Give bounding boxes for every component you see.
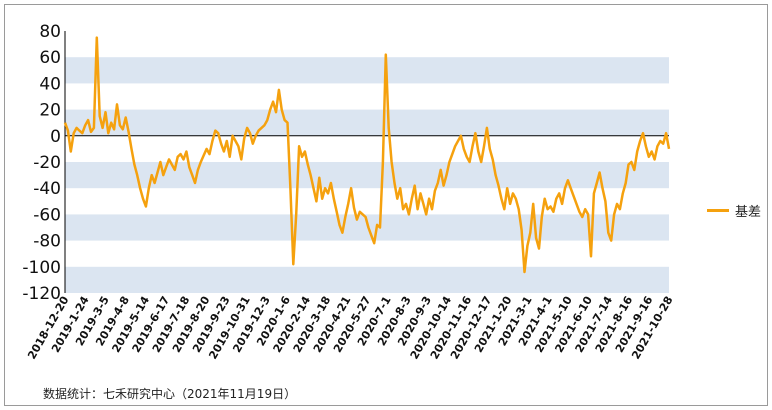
line-chart: 806040200-20-40-60-80-100-1202018-12-202…: [22, 22, 675, 361]
y-tick-label: 40: [39, 74, 61, 94]
series-line-basis: [63, 36, 671, 274]
legend-label: 基差: [735, 205, 762, 220]
grid-band: [65, 266, 669, 293]
legend-swatch: [707, 209, 729, 212]
grid-band: [65, 57, 669, 84]
y-tick-label: -20: [33, 153, 61, 173]
grid-band: [65, 109, 669, 136]
source-note: 数据统计：七禾研究中心（2021年11月19日）: [43, 387, 297, 401]
y-tick-label: -40: [33, 179, 61, 199]
y-tick-label: 0: [50, 127, 61, 147]
y-tick-label: 20: [39, 101, 61, 121]
legend: 基差: [707, 201, 761, 220]
y-tick-label: -120: [22, 284, 61, 304]
y-tick-label: -60: [33, 205, 61, 225]
y-tick-label: 80: [39, 22, 61, 42]
y-tick-label: 60: [39, 48, 61, 68]
y-tick-label: -100: [22, 258, 61, 278]
y-tick-label: -80: [33, 232, 61, 252]
chart-frame: 80 60 40 20 0 -20 -40 -60 -80 -100 -120 2018-12-20 2…: [4, 4, 768, 406]
